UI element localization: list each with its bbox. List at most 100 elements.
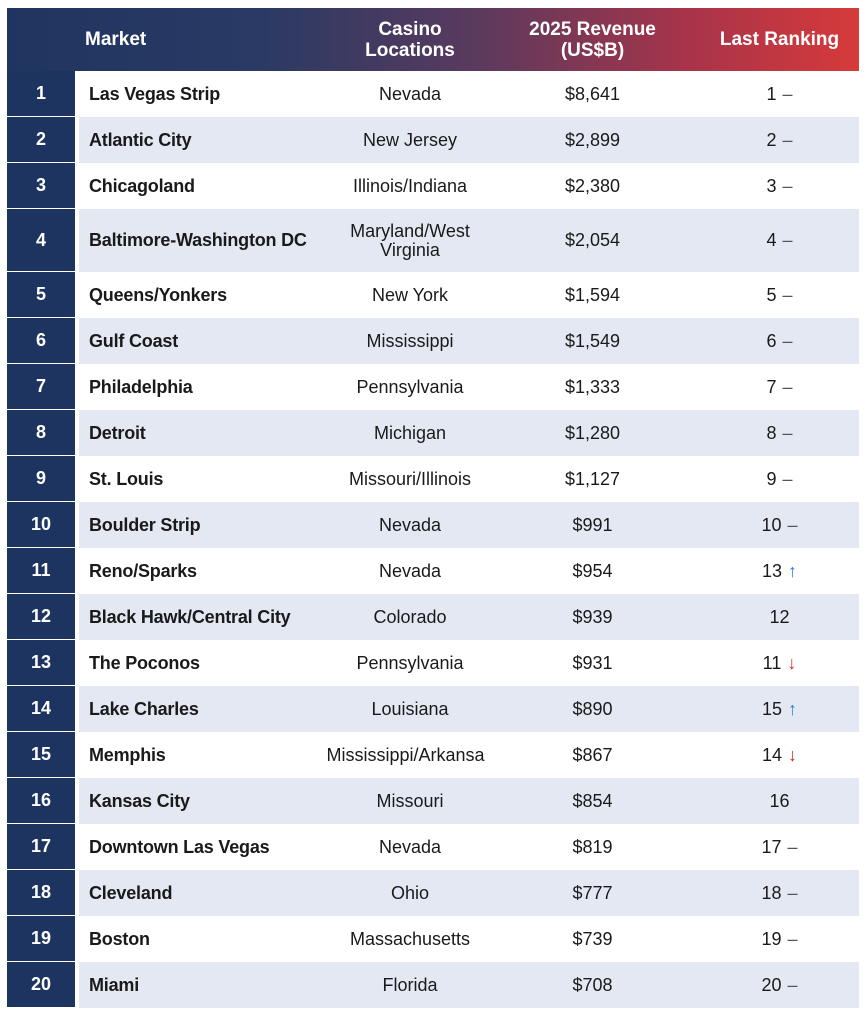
rank-cell: 3 [7,163,75,209]
location-cell: Nevada [335,824,485,870]
market-cell: Memphis [75,732,335,778]
last-ranking-cell: 1– [700,71,859,117]
market-cell: Reno/Sparks [75,548,335,594]
rank-cell: 6 [7,318,75,364]
last-ranking-value: 9 [766,468,777,489]
last-ranking-value: 17 [761,836,782,857]
last-ranking-value: 14 [761,744,783,765]
casino-market-table: Market Casino Locations 2025 Revenue (US… [7,8,859,1008]
revenue-cell: $1,280 [485,410,700,456]
arrow-down-icon: ↓ [787,652,797,673]
last-ranking-value: 8 [766,422,777,443]
last-ranking-value: 15 [761,698,783,719]
location-cell: Pennsylvania [335,640,485,686]
table-row: 7 Philadelphia Pennsylvania $1,333 7– [7,364,859,410]
revenue-cell: $1,594 [485,272,700,318]
last-ranking-cell: 16 [700,778,859,824]
revenue-cell: $1,127 [485,456,700,502]
dash-icon: – [787,974,798,995]
revenue-cell: $819 [485,824,700,870]
location-cell: Maryland/West Virginia [335,209,485,272]
location-cell: Mississippi [335,318,485,364]
revenue-cell: $1,333 [485,364,700,410]
rank-cell: 11 [7,548,75,594]
last-ranking-value: 19 [761,928,782,949]
rank-cell: 13 [7,640,75,686]
location-cell: Ohio [335,870,485,916]
last-ranking-cell: 17– [700,824,859,870]
location-cell: Nevada [335,548,485,594]
last-ranking-value: 1 [766,83,777,104]
last-ranking-value: 5 [766,284,777,305]
last-ranking-cell: 4– [700,209,859,272]
market-cell: St. Louis [75,456,335,502]
rank-cell: 5 [7,272,75,318]
dash-icon: – [782,376,793,397]
rank-cell: 20 [7,962,75,1008]
market-cell: Miami [75,962,335,1008]
revenue-cell: $954 [485,548,700,594]
rank-cell: 15 [7,732,75,778]
last-ranking-cell: 15 ↑ [700,686,859,732]
location-cell: Louisiana [335,686,485,732]
revenue-cell: $867 [485,732,700,778]
revenue-cell: $2,380 [485,163,700,209]
location-cell: Florida [335,962,485,1008]
market-cell: Black Hawk/Central City [75,594,335,640]
market-cell: Philadelphia [75,364,335,410]
table-row: 13 The Poconos Pennsylvania $931 11 ↓ [7,640,859,686]
location-cell: Missouri/Illinois [335,456,485,502]
arrow-up-icon: ↑ [788,698,798,719]
location-cell: Nevada [335,71,485,117]
table-row: 20 Miami Florida $708 20– [7,962,859,1008]
market-cell: Boston [75,916,335,962]
table-row: 1 Las Vegas Strip Nevada $8,641 1– [7,71,859,117]
dash-icon: – [782,468,793,489]
last-ranking-cell: 3– [700,163,859,209]
table-row: 18 Cleveland Ohio $777 18– [7,870,859,916]
dash-icon: – [782,422,793,443]
table-header: Market Casino Locations 2025 Revenue (US… [7,8,859,71]
market-cell: Lake Charles [75,686,335,732]
last-ranking-cell: 20– [700,962,859,1008]
location-cell: Colorado [335,594,485,640]
rank-cell: 10 [7,502,75,548]
revenue-cell: $739 [485,916,700,962]
table-row: 4 Baltimore-Washington DC Maryland/West Vi… [7,209,859,272]
revenue-cell: $991 [485,502,700,548]
dash-icon: – [782,83,793,104]
revenue-cell: $854 [485,778,700,824]
location-cell: New York [335,272,485,318]
dash-icon: – [787,882,798,903]
last-ranking-value: 2 [766,129,777,150]
revenue-cell: $708 [485,962,700,1008]
table-row: 3 Chicagoland Illinois/Indiana $2,380 3– [7,163,859,209]
table-row: 17 Downtown Las Vegas Nevada $819 17– [7,824,859,870]
revenue-cell: $777 [485,870,700,916]
market-cell: Las Vegas Strip [75,71,335,117]
location-cell: Massachusetts [335,916,485,962]
rank-cell: 14 [7,686,75,732]
revenue-cell: $1,549 [485,318,700,364]
header-casino-locations: Casino Locations [365,18,455,61]
rank-cell: 9 [7,456,75,502]
dash-icon: – [782,284,793,305]
rank-cell: 2 [7,117,75,163]
revenue-cell: $2,899 [485,117,700,163]
last-ranking-cell: 11 ↓ [700,640,859,686]
market-cell: Baltimore-Washington DC [75,209,335,272]
last-ranking-value: 13 [761,560,783,581]
revenue-cell: $2,054 [485,209,700,272]
last-ranking-cell: 2– [700,117,859,163]
table-row: 16 Kansas City Missouri $854 16 [7,778,859,824]
arrow-down-icon: ↓ [788,744,798,765]
table-body: 1 Las Vegas Strip Nevada $8,641 1–2 Atlantic … [7,71,859,1008]
rank-cell: 8 [7,410,75,456]
table-row: 14 Lake Charles Louisiana $890 15 ↑ [7,686,859,732]
table-row: 6 Gulf Coast Mississippi $1,549 6– [7,318,859,364]
last-ranking-cell: 19– [700,916,859,962]
last-ranking-cell: 7– [700,364,859,410]
last-ranking-value: 10 [761,514,782,535]
market-cell: Queens/Yonkers [75,272,335,318]
location-cell: Illinois/Indiana [335,163,485,209]
